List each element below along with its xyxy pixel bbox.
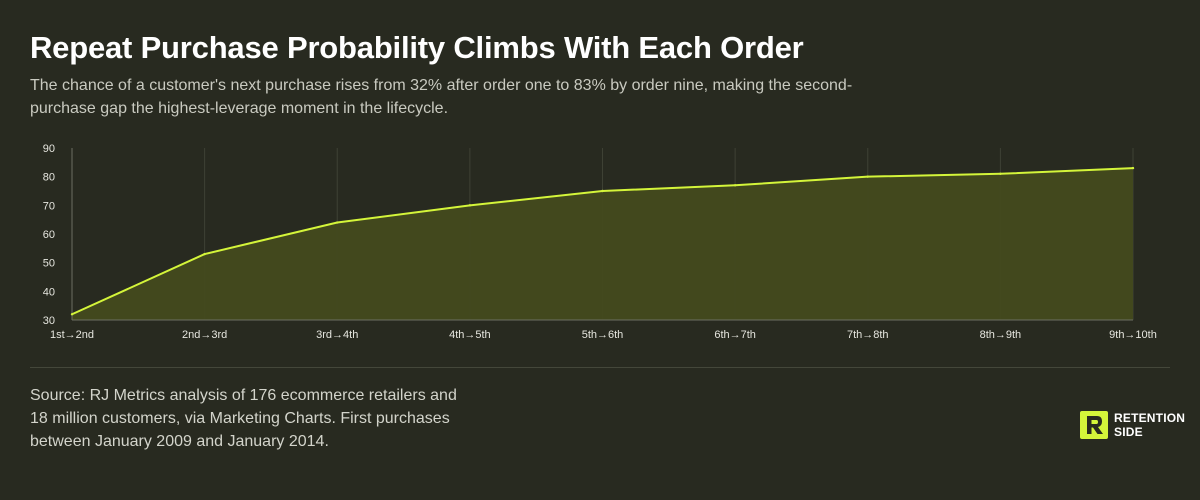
data-point [733, 184, 737, 187]
data-point [336, 221, 339, 224]
data-point [468, 204, 472, 207]
logo-line-1: RETENTION [1114, 411, 1186, 425]
axis-layer [71, 148, 1133, 321]
x-tick-label: 2nd→3rd [182, 329, 227, 341]
chart-title: Repeat Purchase Probability Climbs With … [30, 30, 804, 65]
x-tick-label: 8th→9th [980, 329, 1022, 341]
x-tick-label: 4th→5th [449, 329, 491, 341]
area-layer [72, 168, 1133, 320]
x-tick-label: 9th→10th [1109, 329, 1157, 341]
y-tick-label: 60 [43, 229, 55, 241]
x-tick-label: 3rd→4th [316, 329, 358, 341]
chart-subtitle: The chance of a customer's next purchase… [30, 77, 853, 117]
line-layer [70, 166, 1135, 316]
logo-wordmark: RETENTION SIDE [1114, 411, 1185, 439]
y-tick-label: 40 [43, 286, 55, 298]
brand-logo: RETENTION SIDE [1080, 411, 1185, 439]
data-point [203, 252, 206, 256]
y-tick-label: 80 [43, 172, 55, 184]
x-tick-label: 5th→6th [582, 329, 624, 341]
y-tick-label: 50 [43, 258, 55, 270]
y-tick-label: 30 [43, 315, 55, 327]
data-point [70, 313, 74, 316]
data-point [866, 175, 869, 178]
logo-line-2: SIDE [1114, 425, 1143, 439]
y-tick-label: 70 [43, 200, 55, 212]
x-tick-label: 7th→8th [847, 329, 889, 341]
retention-side-logo-icon [1080, 411, 1108, 439]
data-point [1131, 166, 1135, 170]
label-layer: 30 40 50 60 70 80 90 1st→2nd 2nd→3rd 3rd→4th 4th→5… [43, 143, 1157, 341]
x-tick-label: 6th→7th [714, 329, 756, 341]
y-tick-label: 90 [43, 143, 55, 155]
footer-divider [30, 367, 1170, 368]
area-chart: 30 40 50 60 70 80 90 1st→2nd 2nd→3rd 3rd→4th 4th→5… [43, 143, 1157, 341]
data-point [999, 172, 1002, 175]
x-tick-label: 1st→2nd [50, 329, 94, 341]
data-point [601, 189, 604, 193]
area-fill [72, 168, 1133, 320]
source-note: Source: RJ Metrics analysis of 176 ecomm… [30, 387, 457, 450]
